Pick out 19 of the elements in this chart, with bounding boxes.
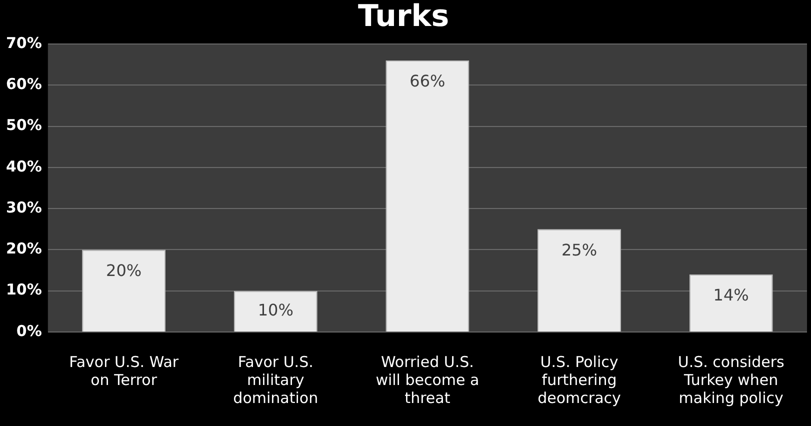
y-tick-label: 40% — [6, 157, 42, 176]
y-tick-label: 50% — [6, 116, 42, 134]
y-tick-label: 20% — [6, 240, 42, 258]
y-tick-label: 30% — [6, 198, 42, 216]
data-label: 25% — [561, 240, 598, 260]
x-tick-label: U.S. considers Turkey when making policy — [678, 352, 784, 407]
x-tick-label: Favor U.S. military domination — [233, 352, 318, 407]
y-tick-label: 60% — [6, 75, 42, 94]
x-tick-label: Worried U.S. will become a threat — [376, 352, 480, 407]
y-tick-label: 10% — [6, 280, 42, 299]
x-tick-label: U.S. Policy furthering deomcracy — [538, 352, 622, 407]
chart-title: Turks — [358, 0, 450, 34]
x-tick-label: Favor U.S. War on Terror — [69, 352, 180, 389]
data-label: 66% — [410, 72, 446, 91]
data-label: 10% — [258, 300, 294, 320]
y-tick-label: 0% — [16, 322, 42, 340]
data-label: 14% — [713, 286, 749, 305]
y-tick-label: 70% — [6, 34, 42, 52]
data-label: 20% — [106, 260, 142, 280]
